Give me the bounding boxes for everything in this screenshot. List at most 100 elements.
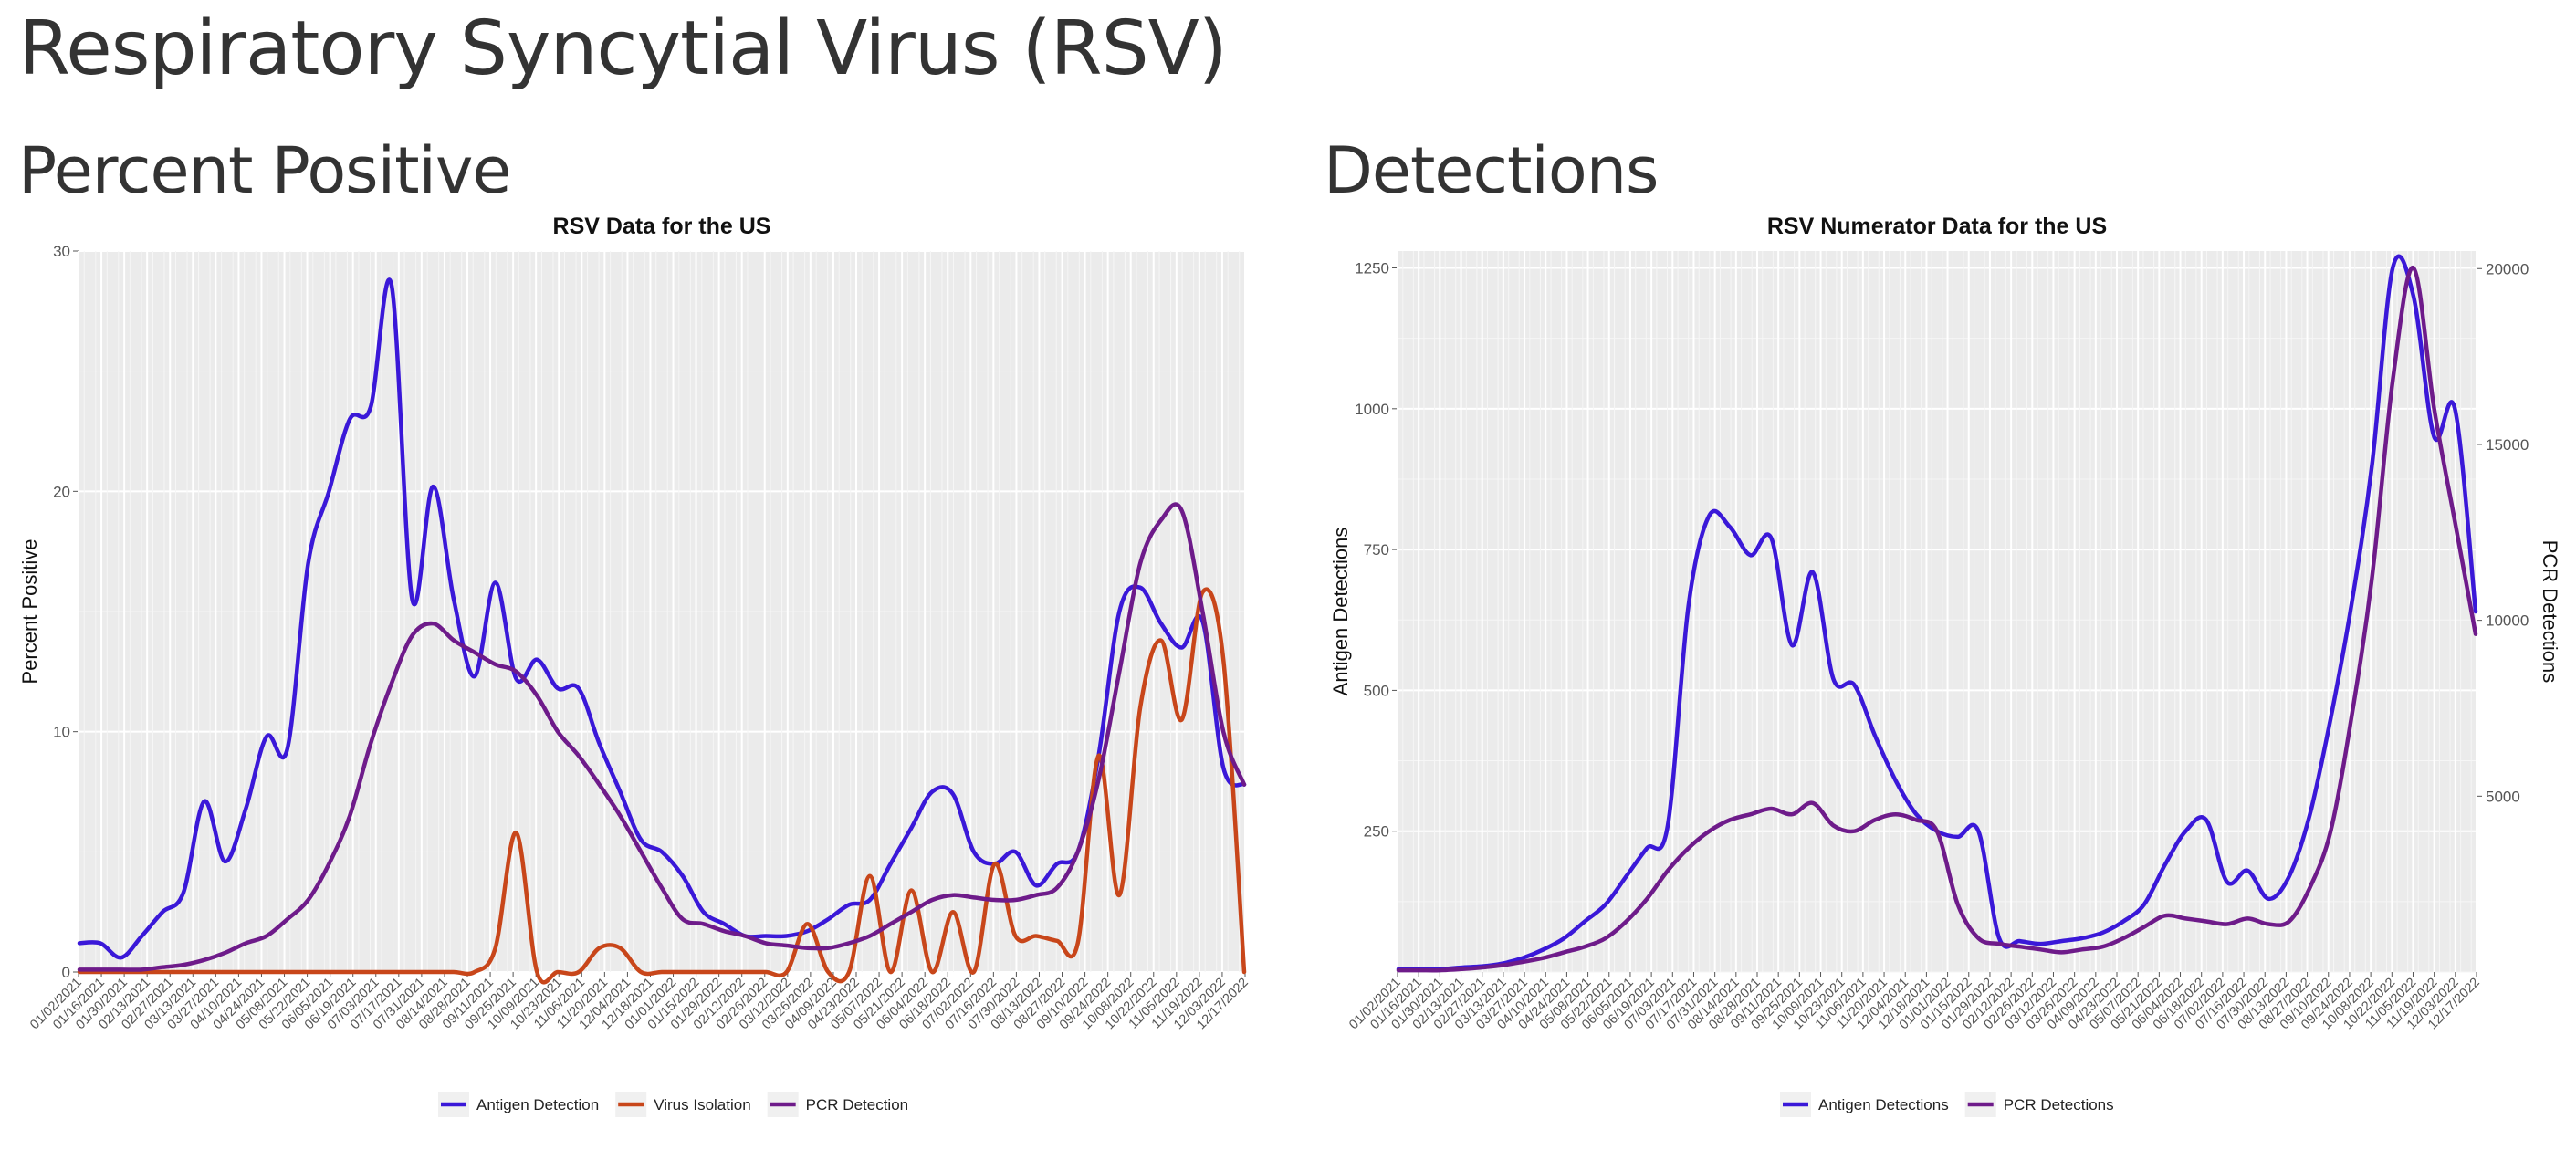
data-point-antigen: [162, 911, 163, 913]
data-point-antigen: [1833, 678, 1835, 680]
data-point-virus_isolation: [557, 971, 559, 973]
data-point-virus_isolation: [1035, 936, 1037, 937]
data-point-pcr: [1222, 731, 1224, 733]
data-point-pcr: [557, 731, 559, 733]
data-point-pcr: [2351, 717, 2352, 719]
data-point-virus_isolation: [1202, 591, 1204, 593]
data-point-pcr: [1895, 813, 1897, 815]
data-point-pcr: [266, 936, 267, 937]
data-point-pcr: [1709, 831, 1711, 832]
data-point-antigen: [79, 943, 80, 945]
legend-label: Antigen Detections: [1818, 1096, 1949, 1113]
data-point-pcr: [661, 887, 663, 889]
data-point-antigen: [391, 284, 393, 286]
data-point-virus_isolation: [370, 971, 372, 973]
data-point-antigen: [412, 599, 414, 601]
data-point-virus_isolation: [287, 971, 288, 973]
data-point-pcr: [1398, 969, 1399, 971]
data-point-pcr: [1118, 671, 1120, 673]
data-point-antigen: [1895, 779, 1897, 781]
data-point-pcr: [183, 964, 184, 966]
data-point-antigen: [1647, 847, 1649, 849]
data-point-antigen: [225, 861, 226, 862]
series-line-virus_isolation: [77, 587, 1247, 985]
data-point-antigen: [599, 743, 601, 745]
data-point-pcr: [1791, 813, 1793, 815]
data-point-antigen: [765, 936, 767, 937]
data-point-pcr: [2413, 267, 2414, 269]
data-point-virus_isolation: [599, 947, 601, 949]
detections-chart: RSV Numerator Data for the US 250 500 750 10…: [1329, 214, 2561, 1117]
data-point-pcr: [994, 899, 996, 901]
y-right-tick-label: 5000: [2486, 788, 2520, 805]
data-point-pcr: [1139, 563, 1141, 565]
data-point-virus_isolation: [391, 971, 393, 973]
data-point-pcr: [578, 755, 580, 757]
series-line-antigen: [1396, 254, 2478, 972]
data-point-antigen: [120, 957, 122, 958]
data-point-antigen: [724, 924, 726, 925]
data-point-pcr: [516, 671, 518, 673]
data-point-antigen: [2040, 943, 2042, 945]
data-point-pcr: [744, 936, 746, 937]
data-point-pcr: [1015, 899, 1017, 901]
data-point-antigen: [433, 486, 435, 487]
data-point-virus_isolation: [1077, 943, 1079, 945]
data-point-pcr: [1584, 946, 1586, 947]
data-point-pcr: [2143, 926, 2145, 928]
data-point-antigen: [2309, 813, 2311, 815]
data-point-virus_isolation: [620, 947, 622, 949]
data-point-pcr: [1543, 957, 1545, 959]
data-point-antigen: [245, 808, 246, 810]
data-point-virus_isolation: [1243, 971, 1245, 973]
data-point-pcr: [453, 640, 455, 642]
data-point-antigen: [308, 563, 309, 565]
legend-label: PCR Detection: [806, 1096, 908, 1113]
data-point-antigen: [2019, 940, 2021, 942]
data-point-pcr: [1202, 611, 1204, 612]
data-point-virus_isolation: [661, 971, 663, 973]
y-right-tick-label: 10000: [2486, 612, 2529, 630]
data-point-antigen: [557, 687, 559, 689]
data-point-pcr: [1812, 802, 1814, 804]
data-point-pcr: [1998, 943, 2000, 945]
data-point-antigen: [1181, 647, 1183, 649]
data-point-pcr: [79, 969, 80, 971]
data-point-virus_isolation: [994, 863, 996, 865]
data-point-antigen: [453, 599, 455, 601]
data-point-antigen: [1118, 611, 1120, 612]
y-right-tick-label: 20000: [2486, 260, 2529, 277]
data-point-virus_isolation: [973, 971, 975, 973]
data-point-pcr: [1936, 831, 1938, 832]
data-point-pcr: [1481, 967, 1482, 968]
y-tick-label: 1000: [1355, 401, 1389, 418]
series-line-pcr: [77, 502, 1247, 972]
data-point-antigen: [99, 943, 101, 945]
y-right-tick-label: 15000: [2486, 436, 2529, 454]
data-point-antigen: [183, 892, 184, 894]
data-point-antigen: [2434, 436, 2435, 438]
data-point-pcr: [1419, 969, 1420, 971]
data-point-virus_isolation: [495, 947, 497, 949]
data-point-pcr: [640, 852, 642, 853]
data-point-antigen: [141, 936, 143, 937]
data-point-virus_isolation: [516, 831, 518, 833]
data-point-antigen: [1978, 831, 1980, 832]
data-point-pcr: [2164, 915, 2166, 916]
y-tick-label: 750: [1364, 541, 1389, 559]
data-point-virus_isolation: [162, 971, 163, 973]
data-point-pcr: [2434, 408, 2435, 410]
data-point-virus_isolation: [183, 971, 184, 973]
data-point-antigen: [1605, 904, 1607, 905]
data-point-pcr: [308, 899, 309, 901]
data-point-virus_isolation: [204, 971, 205, 973]
data-point-virus_isolation: [536, 971, 538, 973]
data-point-pcr: [1833, 825, 1835, 827]
data-point-pcr: [911, 911, 913, 913]
data-point-virus_isolation: [682, 971, 684, 973]
data-point-virus_isolation: [474, 971, 476, 973]
data-point-antigen: [1853, 684, 1855, 685]
data-point-pcr: [952, 894, 954, 896]
data-point-antigen: [2226, 881, 2228, 883]
data-point-virus_isolation: [952, 911, 954, 913]
